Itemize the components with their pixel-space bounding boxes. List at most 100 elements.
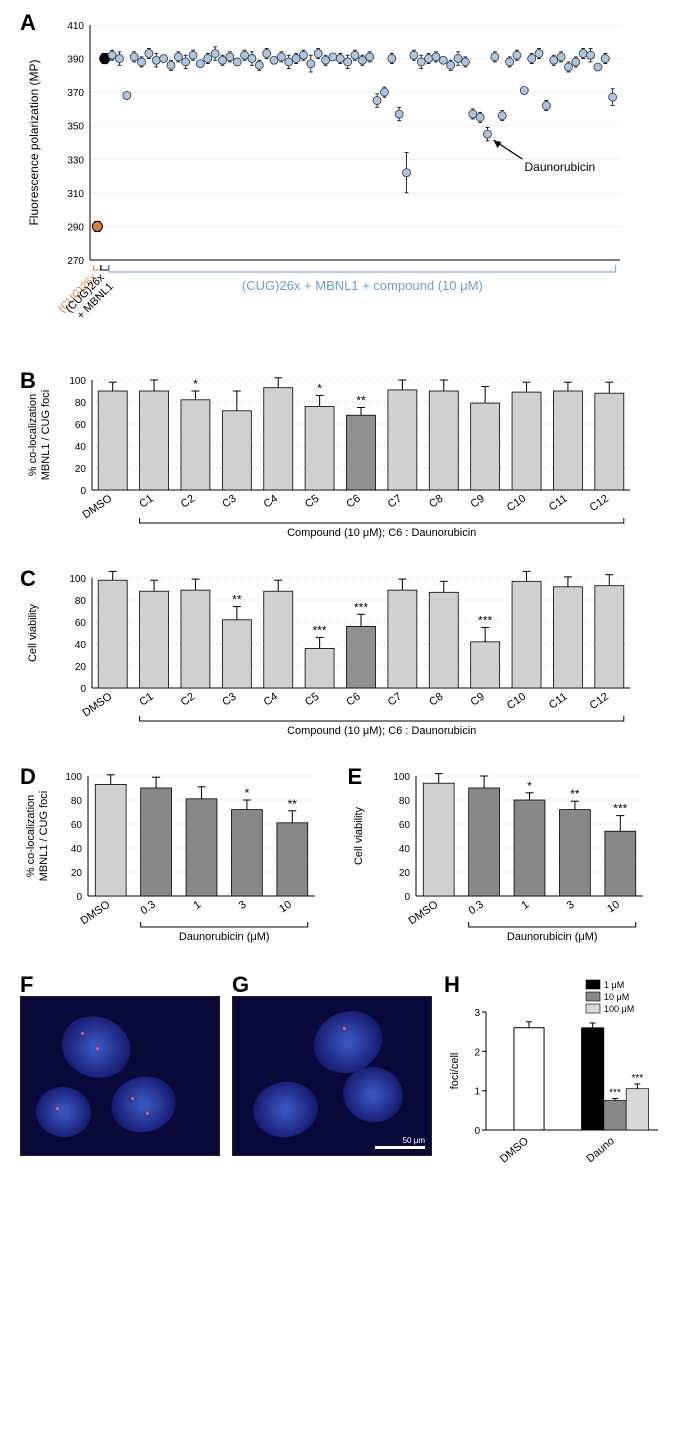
svg-text:0: 0 xyxy=(474,1126,480,1137)
panel-a-chart: 270 290 310 330 350 370 390 410 Fluorescence pol… xyxy=(20,10,640,350)
panel-b-label: B xyxy=(20,368,36,394)
svg-text:20: 20 xyxy=(71,868,83,879)
svg-text:Compound (10 μM); C6 : Daunoru: Compound (10 μM); C6 : Daunorubicin xyxy=(287,527,476,539)
svg-text:60: 60 xyxy=(398,820,410,831)
svg-text:1: 1 xyxy=(474,1087,480,1098)
svg-text:DMSO: DMSO xyxy=(406,898,440,927)
svg-text:10: 10 xyxy=(277,899,294,916)
svg-text:C9: C9 xyxy=(468,493,486,511)
svg-text:20: 20 xyxy=(75,464,87,475)
svg-text:C8: C8 xyxy=(427,691,445,709)
svg-text:C10: C10 xyxy=(505,691,528,712)
svg-text:foci/cell: foci/cell xyxy=(449,1053,461,1090)
svg-text:C8: C8 xyxy=(427,493,445,511)
svg-text:C12: C12 xyxy=(588,691,611,712)
svg-text:310: 310 xyxy=(67,189,84,200)
panel-f-label: F xyxy=(20,972,33,998)
svg-text:0: 0 xyxy=(404,892,410,903)
svg-text:DMSO: DMSO xyxy=(79,898,113,927)
svg-text:Fluorescence polarization (MP): Fluorescence polarization (MP) xyxy=(27,59,41,225)
svg-text:C3: C3 xyxy=(220,493,238,511)
svg-text:0: 0 xyxy=(80,684,86,695)
svg-text:1: 1 xyxy=(191,899,203,912)
svg-text:3: 3 xyxy=(474,1008,480,1019)
svg-text:1 μM: 1 μM xyxy=(604,980,624,990)
svg-text:*: * xyxy=(527,779,532,793)
svg-text:Daunorubicin: Daunorubicin xyxy=(525,160,596,174)
micrograph-f xyxy=(20,996,220,1156)
svg-text:C1: C1 xyxy=(137,493,155,511)
svg-text:C10: C10 xyxy=(505,493,528,514)
svg-text:80: 80 xyxy=(75,398,87,409)
panel-c-label: C xyxy=(20,566,36,592)
svg-text:*: * xyxy=(245,786,250,800)
svg-text:C9: C9 xyxy=(468,691,486,709)
svg-text:390: 390 xyxy=(67,55,84,66)
panel-f: F xyxy=(20,972,220,1156)
svg-text:Dauno: Dauno xyxy=(584,1135,617,1165)
svg-text:20: 20 xyxy=(398,868,410,879)
row-de: D 020406080100% co-localizationMBNL1 / C… xyxy=(20,764,663,972)
panel-d: D 020406080100% co-localizationMBNL1 / C… xyxy=(20,764,336,954)
svg-text:**: ** xyxy=(232,593,242,607)
svg-text:MBNL1 / CUG foci: MBNL1 / CUG foci xyxy=(40,390,52,480)
panel-h: H 1 μM10 μM100 μM0123foci/cell******DMSO… xyxy=(444,972,664,1172)
svg-text:C6: C6 xyxy=(344,691,362,709)
svg-text:% co-localization: % co-localization xyxy=(25,795,37,878)
svg-text:C5: C5 xyxy=(303,493,321,511)
panel-d-chart: 020406080100% co-localizationMBNL1 / CUG… xyxy=(20,764,325,954)
svg-text:370: 370 xyxy=(67,88,84,99)
panel-a: A 270 290 310 330 350 370 390 410 Fluorescence p… xyxy=(20,10,663,350)
svg-text:Cell viability: Cell viability xyxy=(27,603,39,662)
svg-text:40: 40 xyxy=(75,442,87,453)
panel-h-chart: 1 μM10 μM100 μM0123foci/cell******DMSODa… xyxy=(444,972,664,1172)
svg-text:Cell viability: Cell viability xyxy=(353,806,365,865)
svg-text:100: 100 xyxy=(393,772,410,783)
panel-c-chart: 020406080100Cell viabilityDMSOC1C2**C3C4… xyxy=(20,566,640,746)
svg-text:0: 0 xyxy=(76,892,82,903)
panel-a-label: A xyxy=(20,10,36,36)
svg-text:% co-localization: % co-localization xyxy=(27,394,39,477)
svg-text:330: 330 xyxy=(67,155,84,166)
svg-text:100: 100 xyxy=(69,376,86,387)
scalebar xyxy=(375,1146,425,1149)
svg-text:Compound (10 μM); C6 : Daunoru: Compound (10 μM); C6 : Daunorubicin xyxy=(287,725,476,737)
svg-text:C4: C4 xyxy=(262,691,280,709)
svg-text:(CUG)26x + MBNL1 + compound (1: (CUG)26x + MBNL1 + compound (10 μM) xyxy=(242,278,483,293)
svg-text:350: 350 xyxy=(67,122,84,133)
svg-text:**: ** xyxy=(288,797,298,811)
svg-text:C11: C11 xyxy=(547,493,570,514)
svg-text:290: 290 xyxy=(67,222,84,233)
panel-g-label: G xyxy=(232,972,249,998)
svg-text:Daunorubicin (μM): Daunorubicin (μM) xyxy=(179,931,270,943)
svg-text:60: 60 xyxy=(71,820,83,831)
svg-text:20: 20 xyxy=(75,662,87,673)
panel-h-label: H xyxy=(444,972,460,998)
figure: A 270290310330350370390410Fluorescence p… xyxy=(0,0,683,1200)
svg-text:Daunorubicin (μM): Daunorubicin (μM) xyxy=(506,931,597,943)
svg-text:80: 80 xyxy=(71,796,83,807)
panel-e: E 020406080100Cell viabilityDMSO0.3*1**3… xyxy=(348,764,664,954)
svg-text:C7: C7 xyxy=(386,493,404,511)
svg-text:C2: C2 xyxy=(179,493,197,511)
svg-text:C3: C3 xyxy=(220,691,238,709)
svg-text:40: 40 xyxy=(75,640,87,651)
svg-text:1: 1 xyxy=(519,899,531,912)
svg-text:60: 60 xyxy=(75,618,87,629)
svg-text:***: *** xyxy=(632,1073,644,1084)
micrograph-g: 50 μm xyxy=(232,996,432,1156)
svg-text:C5: C5 xyxy=(303,691,321,709)
svg-text:10 μM: 10 μM xyxy=(604,992,629,1002)
svg-text:270: 270 xyxy=(67,256,84,267)
svg-text:MBNL1 / CUG foci: MBNL1 / CUG foci xyxy=(38,791,50,881)
svg-text:***: *** xyxy=(478,614,492,628)
svg-text:0: 0 xyxy=(80,486,86,497)
svg-text:40: 40 xyxy=(398,844,410,855)
svg-text:***: *** xyxy=(354,600,368,614)
panel-c: C 020406080100Cell viabilityDMSOC1C2**C3… xyxy=(20,566,663,746)
svg-text:*: * xyxy=(317,381,322,395)
svg-text:C12: C12 xyxy=(588,493,611,514)
svg-text:410: 410 xyxy=(67,21,84,32)
svg-text:C2: C2 xyxy=(179,691,197,709)
panel-b: B 020406080100% co-localizationMBNL1 / C… xyxy=(20,368,663,548)
